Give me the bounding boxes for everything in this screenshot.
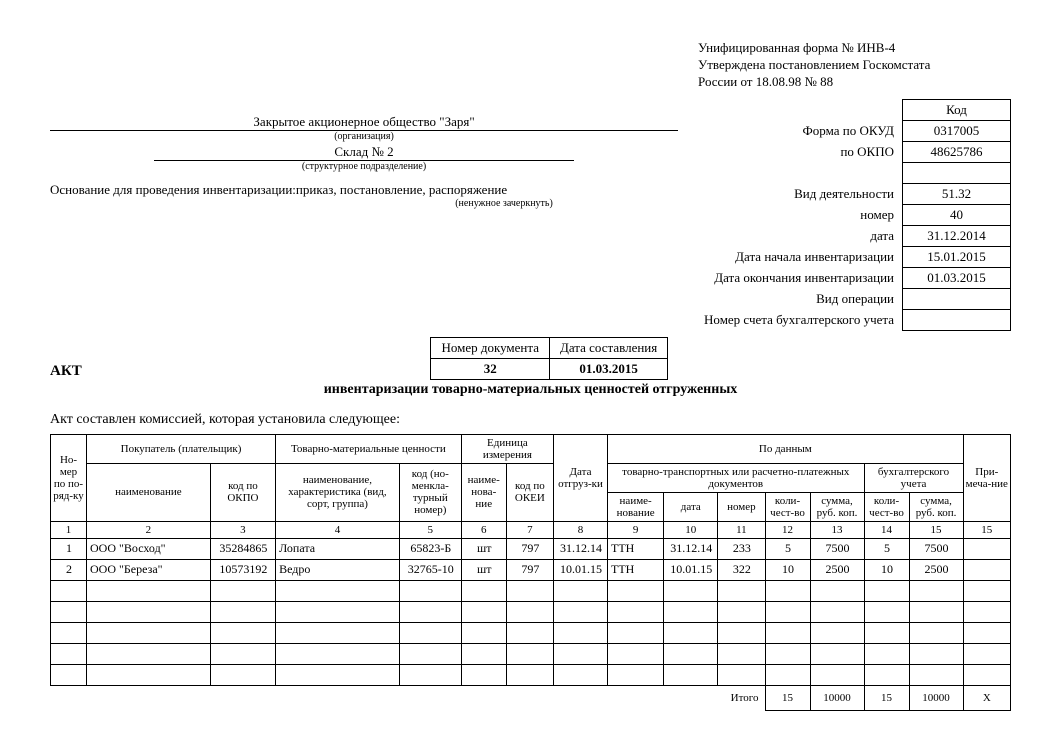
table-row xyxy=(51,643,1011,664)
hdr-c15: сумма, руб. коп. xyxy=(909,492,963,521)
table-row: 2ООО "Береза"10573192Ведро32765-10шт7971… xyxy=(51,559,1011,580)
hdr-c7: код по ОКЕИ xyxy=(506,463,553,521)
blank-code xyxy=(903,162,1011,183)
totals-qty1: 15 xyxy=(765,685,810,710)
hdr-c4g: Товарно-материальные ценности xyxy=(276,434,462,463)
form-note-1: Унифицированная форма № ИНВ-4 xyxy=(698,40,1011,57)
docnum-value-2: 01.03.2015 xyxy=(549,358,667,379)
end-label: Дата окончания инвентаризации xyxy=(698,267,902,288)
hdr-c10: дата xyxy=(664,492,718,521)
hdr-c6: наиме-нова-ние xyxy=(461,463,506,521)
hdr-c13: сумма, руб. коп. xyxy=(810,492,864,521)
intro-text: Акт составлен комиссией, которая установ… xyxy=(50,412,1011,428)
hdr-c8: Дата отгруз-ки xyxy=(554,434,608,521)
date-label: дата xyxy=(698,225,902,246)
header-block: Закрытое акционерное общество "Заря" (ор… xyxy=(50,40,1011,331)
table-body: 1ООО "Восход"35284865Лопата65823-Бшт7973… xyxy=(51,538,1011,685)
table-row xyxy=(51,601,1011,622)
main-table: Но-мер по по-ряд-ку Покупатель (плательщ… xyxy=(50,434,1011,711)
org-row: Закрытое акционерное общество "Заря" xyxy=(50,114,678,131)
basis-value: приказ, постановление, распоряжение xyxy=(296,182,507,198)
totals-sum2: 10000 xyxy=(909,685,963,710)
dept-name: Склад № 2 xyxy=(154,144,574,161)
hdr-c12: коли-чест-во xyxy=(765,492,810,521)
oper-label: Вид операции xyxy=(698,288,902,309)
org-sub: (организация) xyxy=(50,131,678,142)
okpo-value: 48625786 xyxy=(903,141,1011,162)
totals-note: X xyxy=(963,685,1010,710)
docnum-header-2: Дата составления xyxy=(549,337,667,358)
totals-label: Итого xyxy=(51,685,766,710)
hdr-c11: номер xyxy=(718,492,765,521)
form-note-3: России от 18.08.98 № 88 xyxy=(698,74,1011,91)
form-note: Унифицированная форма № ИНВ-4 Утверждена… xyxy=(698,40,1011,91)
doc-number-block: АКТ Номер документа Дата составления 32 … xyxy=(50,331,1011,382)
okpo-label: по ОКПО xyxy=(698,141,902,162)
hdr-c4: наименование, характеристика (вид, сорт,… xyxy=(276,463,400,521)
basis-row: Основание для проведения инвентаризации:… xyxy=(50,182,678,198)
hdr-c6g: Единица измерения xyxy=(461,434,553,463)
hdr-c9g1: товарно-транспортных или расчетно-платеж… xyxy=(608,463,865,492)
end-value: 01.03.2015 xyxy=(903,267,1011,288)
hdr-c14: коли-чест-во xyxy=(864,492,909,521)
start-label: Дата начала инвентаризации xyxy=(698,246,902,267)
okud-value: 0317005 xyxy=(903,120,1011,141)
acct-value xyxy=(903,309,1011,330)
table-row: 1ООО "Восход"35284865Лопата65823-Бшт7973… xyxy=(51,538,1011,559)
hdr-c2: наименование xyxy=(87,463,211,521)
akt-word: АКТ xyxy=(50,363,88,382)
basis-sub: (ненужное зачеркнуть) xyxy=(50,198,678,209)
totals-row: Итого 15 10000 15 10000 X xyxy=(51,685,1011,710)
hdr-c9g2: бухгалтерского учета xyxy=(864,463,963,492)
docnum-value-1: 32 xyxy=(431,358,550,379)
dept-sub: (структурное подразделение) xyxy=(50,161,678,172)
table-row xyxy=(51,580,1011,601)
form-note-2: Утверждена постановлением Госкомстата xyxy=(698,57,1011,74)
number-label: номер xyxy=(698,204,902,225)
subtitle: инвентаризации товарно-материальных ценн… xyxy=(50,382,1011,398)
number-value: 40 xyxy=(903,204,1011,225)
hdr-c1: Но-мер по по-ряд-ку xyxy=(51,434,87,521)
hdr-c9g: По данным xyxy=(608,434,964,463)
dept-row: Склад № 2 xyxy=(50,144,678,161)
hdr-c2g: Покупатель (плательщик) xyxy=(87,434,276,463)
column-numbers: 12 34 56 78 910 1112 1314 1515 xyxy=(51,521,1011,538)
totals-qty2: 15 xyxy=(864,685,909,710)
hdr-c5: код (но-менкла-турный номер) xyxy=(399,463,461,521)
table-header: Но-мер по по-ряд-ку Покупатель (плательщ… xyxy=(51,434,1011,538)
codes-header: Код xyxy=(903,99,1011,120)
oper-value xyxy=(903,288,1011,309)
org-name: Закрытое акционерное общество "Заря" xyxy=(50,114,678,131)
docnum-header-1: Номер документа xyxy=(431,337,550,358)
date-value: 31.12.2014 xyxy=(903,225,1011,246)
hdr-c9: наиме-нование xyxy=(608,492,664,521)
activity-label: Вид деятельности xyxy=(698,183,902,204)
start-value: 15.01.2015 xyxy=(903,246,1011,267)
okud-label: Форма по ОКУД xyxy=(698,120,902,141)
table-row xyxy=(51,664,1011,685)
codes-table: Код Форма по ОКУД0317005 по ОКПО48625786… xyxy=(698,99,1011,331)
hdr-c3: код по ОКПО xyxy=(210,463,275,521)
totals-sum1: 10000 xyxy=(810,685,864,710)
hdr-c16: При-меча-ние xyxy=(963,434,1010,521)
basis-label: Основание для проведения инвентаризации: xyxy=(50,182,296,198)
acct-label: Номер счета бухгалтерского учета xyxy=(698,309,902,330)
table-row xyxy=(51,622,1011,643)
activity-value: 51.32 xyxy=(903,183,1011,204)
